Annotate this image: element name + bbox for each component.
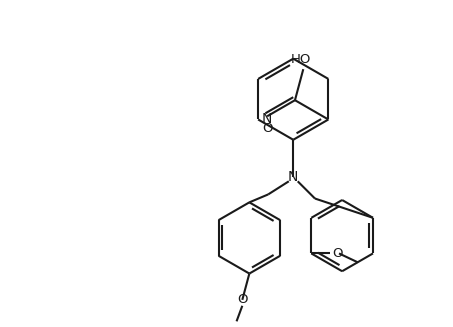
Text: O: O (332, 247, 342, 260)
Text: O: O (237, 293, 247, 306)
Text: N: N (288, 170, 299, 184)
Text: N: N (261, 112, 272, 127)
Text: HO: HO (291, 53, 311, 66)
Text: O: O (262, 122, 272, 135)
